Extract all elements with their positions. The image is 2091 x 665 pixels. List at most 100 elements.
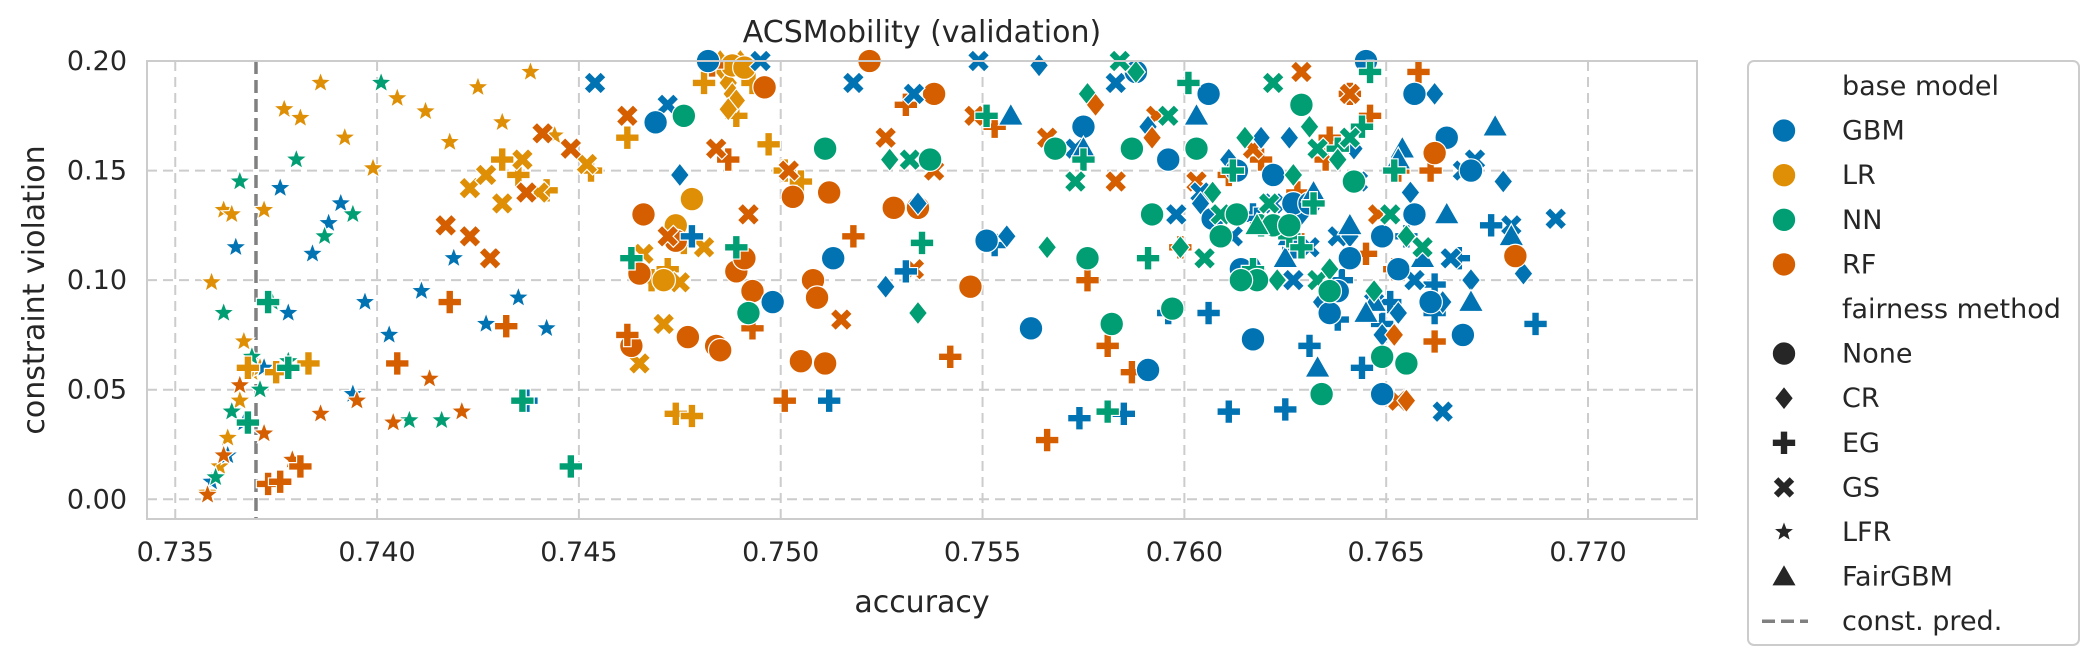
point-nn-eg — [618, 245, 644, 271]
x-tick-label: 0.740 — [338, 537, 415, 568]
point-rf-cr — [1396, 387, 1417, 414]
point-rf-eg — [772, 388, 798, 414]
point-lr-eg — [663, 401, 689, 427]
point-gbm-eg — [1523, 311, 1548, 337]
point-rf-none — [1502, 243, 1528, 269]
point-lr-lfr — [288, 105, 313, 129]
point-lr-gs — [510, 147, 535, 172]
point-nn-lfr — [429, 407, 454, 431]
point-gbm-none — [974, 228, 999, 254]
point-gbm-eg — [1478, 212, 1504, 238]
point-rf-eg — [1418, 158, 1443, 183]
point-gbm-eg — [1272, 397, 1298, 422]
point-gbm-none — [1135, 357, 1161, 383]
point-gbm-gs — [1164, 202, 1189, 227]
point-nn-cr — [1283, 162, 1304, 188]
x-tick-label: 0.745 — [540, 537, 617, 568]
point-nn-cr — [1170, 234, 1191, 261]
point-gbm-eg — [1216, 399, 1242, 425]
point-gbm-fairgbm — [1481, 112, 1509, 137]
point-nn-gs — [898, 147, 922, 172]
point-rf-lfr — [308, 400, 333, 425]
point-nn-gs — [1305, 136, 1330, 161]
point-lr-lfr — [308, 70, 333, 94]
point-gbm-lfr — [506, 284, 531, 309]
point-gbm-lfr — [441, 245, 467, 269]
point-rf-gs — [736, 202, 761, 227]
point-nn-none — [1075, 245, 1100, 271]
point-nn-eg — [1357, 59, 1383, 85]
point-nn-none — [1042, 136, 1068, 162]
point-nn-lfr — [340, 201, 366, 225]
point-gbm-none — [1402, 202, 1427, 227]
point-nn-none — [671, 103, 697, 129]
point-nn-eg — [1381, 158, 1407, 183]
point-nn-eg — [558, 454, 584, 479]
point-gbm-gs — [1281, 268, 1306, 293]
point-gbm-gs — [841, 71, 866, 95]
point-gbm-none — [1196, 81, 1221, 107]
point-gbm-gs — [1543, 206, 1568, 231]
point-lr-gs — [490, 191, 515, 216]
point-gbm-lfr — [534, 315, 559, 339]
point-nn-lfr — [227, 168, 253, 193]
point-nn-none — [736, 300, 761, 326]
point-rf-eg — [1075, 267, 1100, 293]
point-rf-lfr — [251, 420, 277, 445]
point-gbm-none — [760, 289, 786, 315]
point-nn-eg — [1289, 234, 1314, 260]
legend-marker-fairgbm — [1770, 562, 1798, 587]
point-nn-none — [812, 136, 838, 162]
point-rf-eg — [937, 344, 963, 370]
legend-label-gs: GS — [1842, 472, 1880, 503]
point-gbm-lfr — [276, 300, 301, 324]
point-nn-none — [1393, 351, 1419, 376]
point-gbm-none — [1458, 158, 1484, 183]
point-gbm-lfr — [328, 190, 354, 214]
point-gbm-eg — [893, 258, 919, 284]
point-rf-eg — [1422, 329, 1448, 354]
point-gbm-none — [1317, 300, 1343, 326]
point-rf-eg — [614, 322, 640, 348]
legend-marker-gs — [1772, 475, 1796, 500]
point-gbm-cr — [1424, 81, 1445, 107]
point-nn-lfr — [247, 376, 273, 401]
legend: base model GBM LR NN RF fairness method None CR… — [1747, 60, 2080, 646]
point-gbm-lfr — [376, 322, 402, 346]
point-nn-cr — [1125, 59, 1147, 85]
point-rf-gs — [458, 224, 482, 249]
point-rf-lfr — [344, 387, 370, 412]
point-nn-eg — [1071, 147, 1096, 172]
point-lr-lfr — [360, 155, 386, 179]
x-tick-label: 0.760 — [1146, 537, 1223, 568]
legend-label-lfr: LFR — [1842, 517, 1891, 548]
point-rf-lfr — [211, 442, 236, 466]
point-gbm-none — [1155, 147, 1181, 172]
point-gbm-cr — [1279, 124, 1300, 151]
point-gbm-fairgbm — [1457, 288, 1485, 313]
point-lr-lfr — [231, 328, 257, 352]
point-gbm-lfr — [300, 240, 325, 265]
point-rf-gs — [558, 136, 583, 161]
point-gbm-eg — [679, 223, 705, 249]
point-gbm-gs — [902, 82, 926, 106]
point-gbm-gs — [1438, 246, 1463, 271]
legend-marker-eg — [1771, 430, 1797, 456]
legend-marker-lfr — [1771, 519, 1797, 543]
legend-label-gbm: GBM — [1842, 116, 1905, 147]
point-gbm-none — [1337, 245, 1363, 271]
point-gbm-cr — [996, 223, 1017, 250]
y-tick-labels: 0.00 0.05 0.10 0.15 0.20 — [67, 46, 127, 515]
point-lr-eg — [296, 351, 321, 376]
point-gbm-none — [1240, 326, 1266, 352]
point-gbm-none — [1260, 162, 1286, 188]
point-nn-eg — [275, 355, 301, 381]
point-nn-gs — [1410, 235, 1435, 260]
point-gbm-cr — [875, 273, 896, 300]
legend-marker-rf — [1771, 252, 1797, 277]
point-nn-none — [1139, 202, 1165, 227]
plot-background — [147, 61, 1697, 519]
point-gbm-lfr — [473, 311, 499, 335]
legend-label-nn: NN — [1842, 205, 1882, 236]
point-lr-lfr — [518, 59, 543, 83]
